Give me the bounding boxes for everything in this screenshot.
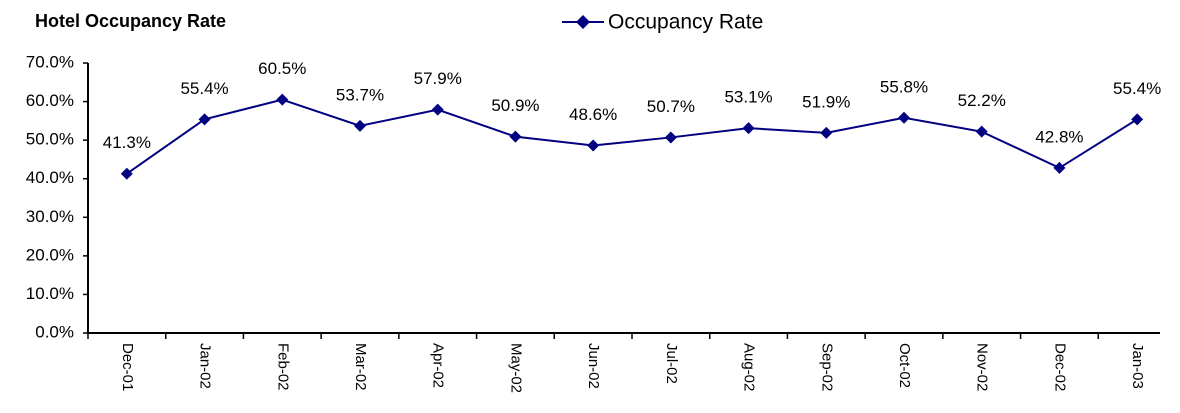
data-label: 57.9% bbox=[414, 69, 462, 88]
y-tick-label: 10.0% bbox=[26, 284, 74, 303]
marker bbox=[276, 93, 289, 106]
x-tick-label: Apr-02 bbox=[430, 343, 447, 388]
marker bbox=[120, 167, 133, 180]
y-tick-label: 0.0% bbox=[35, 322, 74, 341]
x-tick-label: Mar-02 bbox=[352, 343, 369, 391]
marker bbox=[664, 131, 677, 144]
data-label: 53.7% bbox=[336, 85, 384, 104]
marker bbox=[1131, 113, 1144, 126]
data-label: 50.9% bbox=[491, 96, 539, 115]
x-tick-label: Oct-02 bbox=[896, 343, 913, 388]
marker bbox=[587, 139, 600, 152]
data-label: 53.1% bbox=[724, 88, 772, 107]
x-tick-label: Sep-02 bbox=[818, 343, 835, 391]
legend-marker bbox=[576, 15, 590, 29]
marker bbox=[509, 130, 522, 143]
line bbox=[126, 98, 1138, 175]
data-label: 48.6% bbox=[569, 105, 617, 124]
y-tick-label: 50.0% bbox=[26, 130, 74, 149]
data-label: 50.7% bbox=[647, 97, 695, 116]
data-label: 55.4% bbox=[1113, 79, 1161, 98]
data-label: 55.4% bbox=[180, 79, 228, 98]
data-label: 60.5% bbox=[258, 59, 306, 78]
y-tick-label: 30.0% bbox=[26, 207, 74, 226]
data-label: 51.9% bbox=[802, 92, 850, 111]
x-tick-label: May-02 bbox=[507, 343, 524, 393]
marker bbox=[820, 126, 833, 139]
x-tick-label: Jul-02 bbox=[663, 343, 680, 384]
chart-title: Hotel Occupancy Rate bbox=[35, 11, 226, 31]
data-label: 42.8% bbox=[1035, 127, 1083, 146]
marker bbox=[742, 122, 755, 135]
data-label: 55.8% bbox=[880, 77, 928, 96]
y-tick-label: 20.0% bbox=[26, 245, 74, 264]
marker bbox=[1053, 161, 1066, 174]
x-tick-label: Dec-02 bbox=[1051, 343, 1068, 391]
x-tick-label: Feb-02 bbox=[274, 343, 291, 391]
x-tick-label: Dec-01 bbox=[119, 343, 136, 391]
marker bbox=[431, 103, 444, 116]
y-tick-label: 60.0% bbox=[26, 91, 74, 110]
y-tick-label: 70.0% bbox=[26, 52, 74, 71]
y-tick-label: 40.0% bbox=[26, 168, 74, 187]
x-tick-label: Aug-02 bbox=[741, 343, 758, 391]
data-label: 41.3% bbox=[103, 133, 151, 152]
x-tick-label: Nov-02 bbox=[974, 343, 991, 391]
x-tick-label: Jan-02 bbox=[197, 343, 214, 389]
marker bbox=[975, 125, 988, 138]
marker bbox=[198, 113, 211, 126]
x-tick-label: Jun-02 bbox=[585, 343, 602, 389]
legend-label: Occupancy Rate bbox=[608, 11, 763, 34]
marker bbox=[898, 111, 910, 124]
data-label: 52.2% bbox=[958, 91, 1006, 110]
marker bbox=[354, 119, 366, 132]
x-tick-label: Jan-03 bbox=[1129, 343, 1146, 389]
